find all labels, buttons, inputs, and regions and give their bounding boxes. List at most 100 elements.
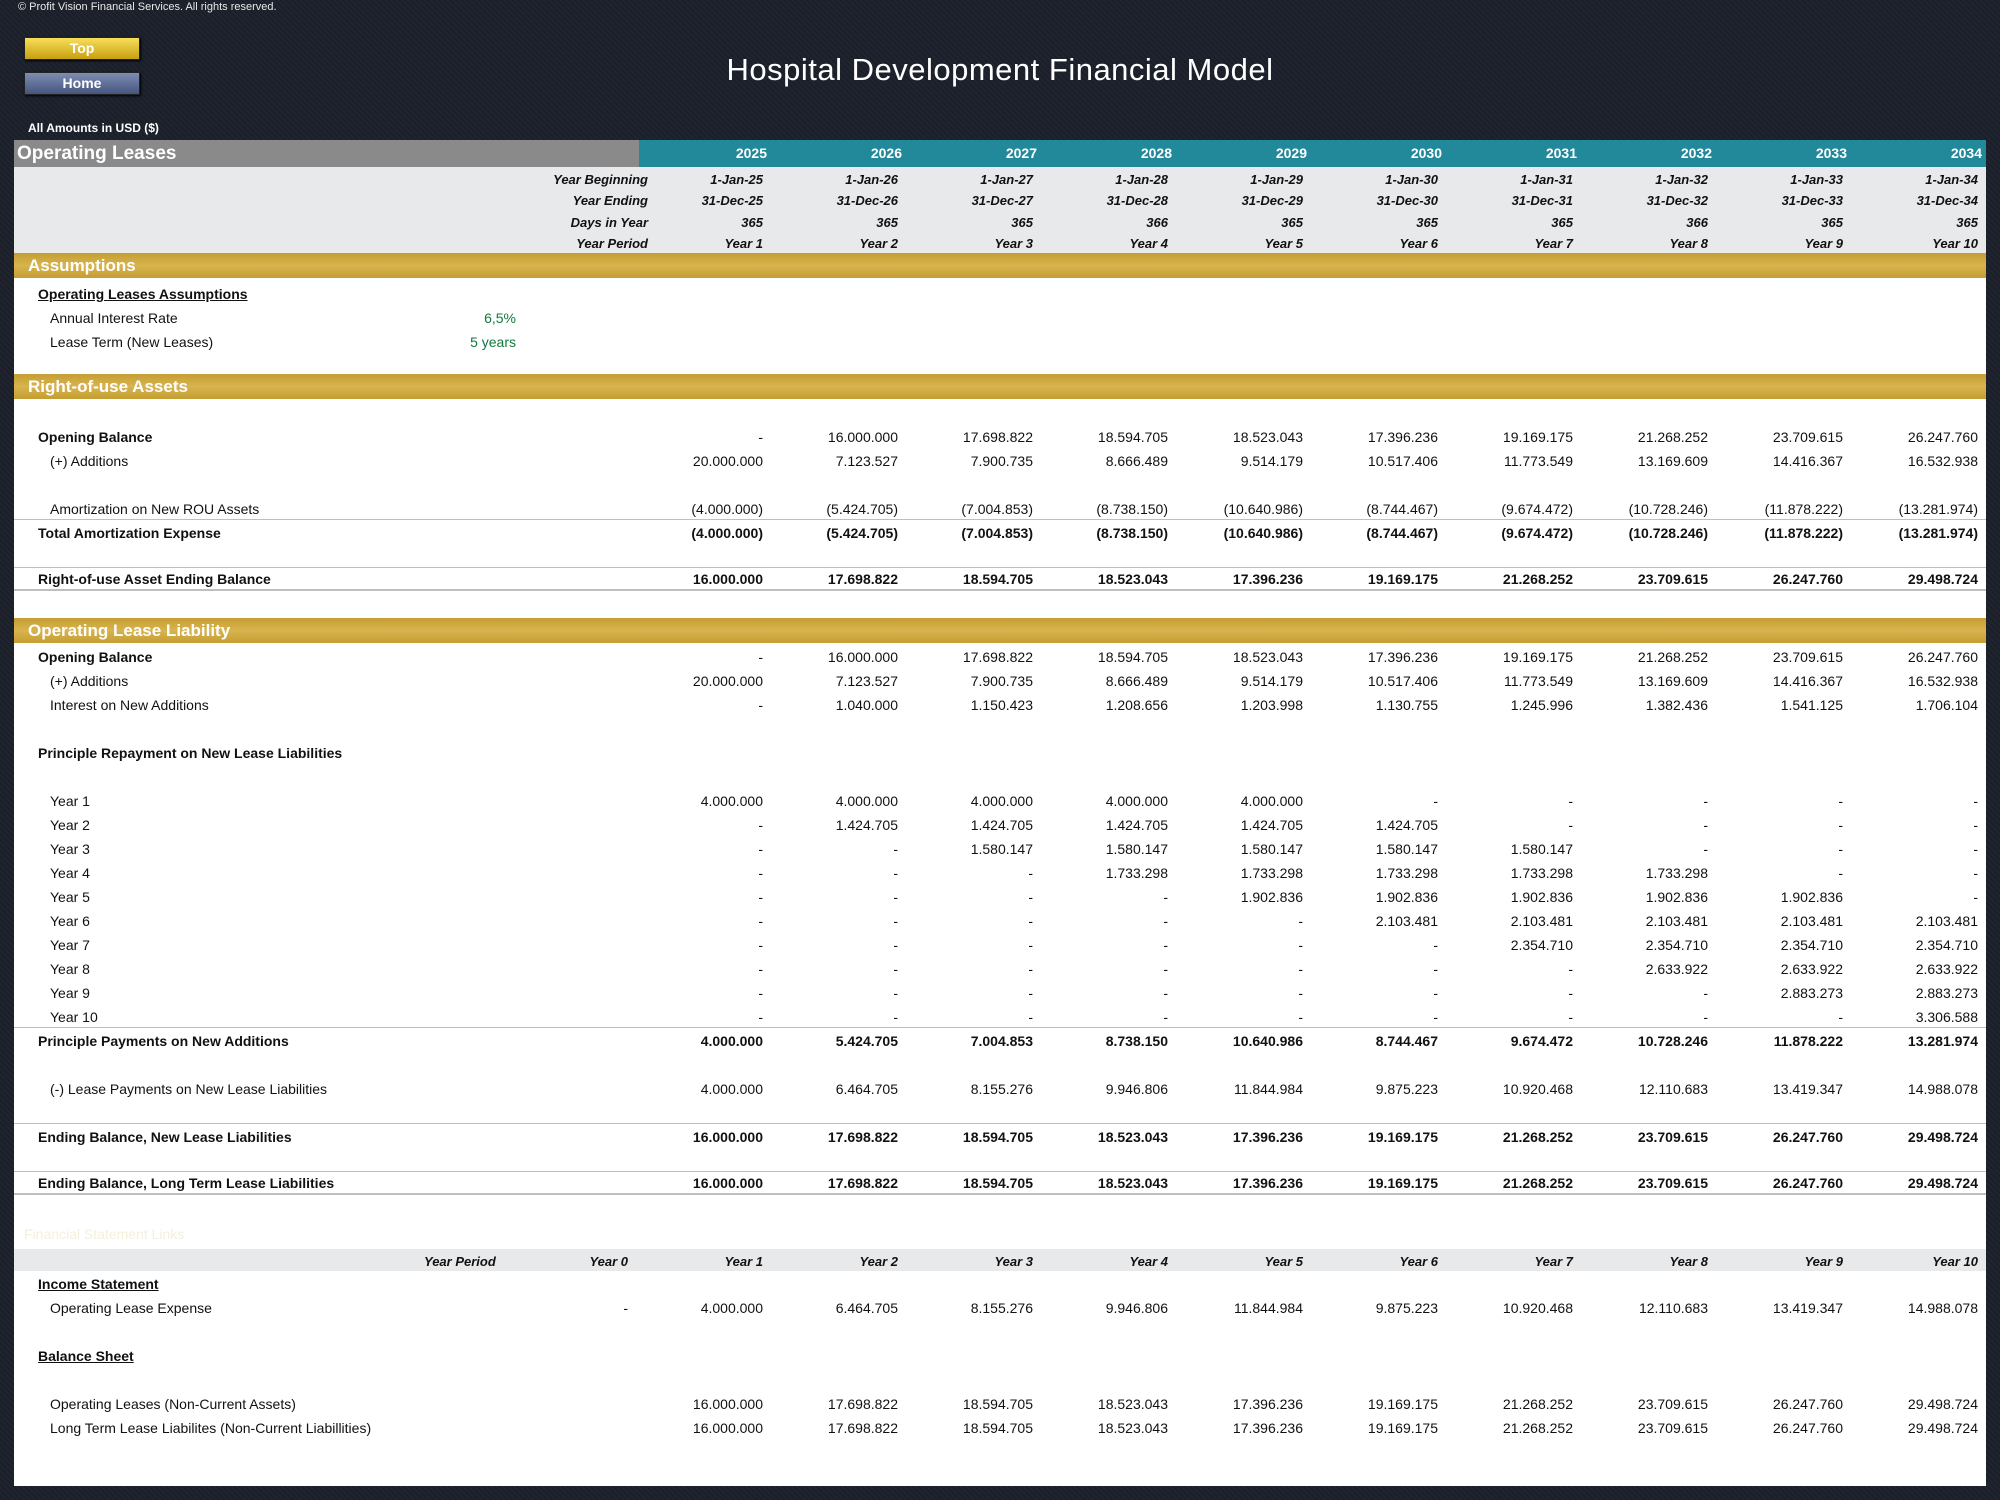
- value-cell: 1.733.298: [1240, 865, 1303, 881]
- sheet-title: Operating Leases: [14, 140, 639, 167]
- year-columns: 2025 2026 2027 2028 2029 2030 2031 2032 2033 2034: [632, 145, 1982, 161]
- rou-additions-row: (+) Additions 20.000.000 7.123.527 7.900.7…: [50, 453, 1978, 469]
- value-cell: 31-Dec-25: [701, 193, 763, 208]
- value-cell: 9.514.179: [1240, 453, 1303, 469]
- value-cell: -: [893, 937, 898, 953]
- value-cell: 16.000.000: [827, 429, 898, 445]
- value-cell: 1-Jan-25: [710, 171, 763, 187]
- value-cell: 11.773.549: [1503, 673, 1573, 689]
- liab-additions-row: (+) Additions 20.000.000 7.123.527 7.900.7…: [50, 673, 1978, 689]
- value-cell: 18.594.705: [1097, 429, 1168, 445]
- value-cell: 1.150.423: [970, 697, 1033, 713]
- value-cell: 19.169.175: [1367, 571, 1438, 587]
- value-cell: Year 1: [724, 236, 763, 251]
- value-cell: 21.268.252: [1502, 571, 1573, 587]
- value-cell: Year 5: [1264, 1253, 1303, 1269]
- value-cell: (7.004.853): [961, 501, 1033, 517]
- value-cell: -: [758, 913, 763, 929]
- value-cell: 16.000.000: [692, 571, 763, 587]
- value-cell: 2030: [1410, 145, 1442, 161]
- value-cell: 1.424.705: [1105, 817, 1168, 833]
- value-cell: 1.040.000: [835, 697, 898, 713]
- value-cell: 18.594.705: [962, 571, 1033, 587]
- value-cell: 8.666.489: [1105, 453, 1168, 469]
- value-cell: -: [1028, 1009, 1033, 1025]
- rou-amortization-row: Amortization on New ROU Assets (4.000.00…: [50, 501, 1978, 517]
- top-button[interactable]: Top: [24, 37, 140, 60]
- value-cell: 18.523.043: [1232, 429, 1303, 445]
- value-cell: 11.878.222: [1773, 1033, 1843, 1049]
- assumptions-heading: Operating Leases Assumptions: [38, 286, 248, 302]
- value-cell: -: [893, 961, 898, 977]
- value-cell: 6.464.705: [835, 1300, 898, 1316]
- value-cell: 21.268.252: [1502, 1420, 1573, 1436]
- spreadsheet: Operating Leases 2025 2026 2027 2028 2029 203…: [14, 140, 1986, 1486]
- value-cell: -: [1028, 961, 1033, 977]
- value-cell: 12.110.683: [1638, 1081, 1708, 1097]
- value-cell: 31-Dec-34: [1916, 193, 1978, 208]
- value-cell: 17.396.236: [1232, 1175, 1303, 1191]
- value-cell: 1-Jan-34: [1925, 171, 1978, 187]
- value-cell: 16.532.938: [1907, 453, 1978, 469]
- value-cell: 365: [741, 214, 763, 230]
- value-cell: 17.396.236: [1232, 1129, 1303, 1145]
- value-cell: Year 7: [1534, 236, 1573, 251]
- value-cell: 31-Dec-32: [1646, 193, 1708, 208]
- value-cell: Year 1: [724, 1253, 763, 1269]
- value-cell: 1.203.998: [1240, 697, 1303, 713]
- timeline-period: Year Period Year 1 Year 2 Year 3 Year 4 Year…: [14, 231, 1986, 253]
- value-cell: 2.633.922: [1780, 961, 1843, 977]
- value-cell: 5.424.705: [835, 1033, 898, 1049]
- value-cell: (8.738.150): [1096, 525, 1168, 541]
- value-cell: 1.902.836: [1510, 889, 1573, 905]
- value-cell: Year 8: [1669, 1253, 1708, 1269]
- value-cell: 26.247.760: [1772, 1420, 1843, 1436]
- page-title: Hospital Development Financial Model: [726, 52, 1274, 87]
- value-cell: 2.883.273: [1780, 985, 1843, 1001]
- value-cell: -: [1838, 817, 1843, 833]
- value-cell: 1.580.147: [1375, 841, 1438, 857]
- timeline-year-ending: Year Ending 31-Dec-25 31-Dec-26 31-Dec-27 3…: [14, 188, 1986, 210]
- value-cell: 14.988.078: [1907, 1081, 1978, 1097]
- value-cell: 2028: [1140, 145, 1172, 161]
- value-cell: -: [1568, 985, 1573, 1001]
- value-cell: Year 5: [1264, 236, 1303, 251]
- value-cell: -: [1163, 937, 1168, 953]
- value-cell: 21.268.252: [1502, 1396, 1573, 1412]
- value-cell: 13.169.609: [1637, 673, 1708, 689]
- value-cell: 14.416.367: [1772, 453, 1843, 469]
- value-cell: 18.594.705: [1097, 649, 1168, 665]
- value-cell: (5.424.705): [826, 525, 898, 541]
- value-cell: 2026: [870, 145, 902, 161]
- value-cell: -: [1838, 793, 1843, 809]
- value-cell: (9.674.472): [1501, 501, 1573, 517]
- value-cell: (10.640.986): [1223, 501, 1303, 517]
- value-cell: 1.733.298: [1105, 865, 1168, 881]
- home-button[interactable]: Home: [24, 72, 140, 95]
- value-cell: 1-Jan-32: [1655, 171, 1708, 187]
- value-cell: 19.169.175: [1367, 1129, 1438, 1145]
- value-cell: 1.130.755: [1375, 697, 1438, 713]
- value-cell: Year 10: [1932, 236, 1978, 251]
- value-cell: -: [1028, 865, 1033, 881]
- value-cell: 31-Dec-33: [1781, 193, 1843, 208]
- op-leases-nca-row: Operating Leases (Non-Current Assets) 16…: [50, 1396, 1978, 1412]
- interest-rate-value[interactable]: 6,5%: [484, 310, 516, 326]
- value-cell: -: [1838, 841, 1843, 857]
- value-cell: 21.268.252: [1502, 1175, 1573, 1191]
- schedule-row: Year 7 - - - - - - 2.354.710 2.354.710 2.354.710 2…: [14, 931, 1986, 955]
- value-cell: 13.419.347: [1772, 1081, 1843, 1097]
- value-cell: Year 9: [1804, 236, 1843, 251]
- value-cell: 4.000.000: [700, 793, 763, 809]
- value-cell: 18.523.043: [1097, 1129, 1168, 1145]
- value-cell: (9.674.472): [1501, 525, 1573, 541]
- value-cell: 8.155.276: [970, 1081, 1033, 1097]
- value-cell: 29.498.724: [1907, 1175, 1978, 1191]
- value-cell: -: [893, 1009, 898, 1025]
- value-cell: -: [1568, 817, 1573, 833]
- value-cell: -: [1703, 793, 1708, 809]
- schedule-row: Year 4 - - - 1.733.298 1.733.298 1.733.298 1.73…: [14, 859, 1986, 883]
- rou-ending-row: Right-of-use Asset Ending Balance 16.000…: [14, 567, 1986, 591]
- value-cell: -: [1433, 793, 1438, 809]
- lease-term-value[interactable]: 5 years: [470, 334, 516, 350]
